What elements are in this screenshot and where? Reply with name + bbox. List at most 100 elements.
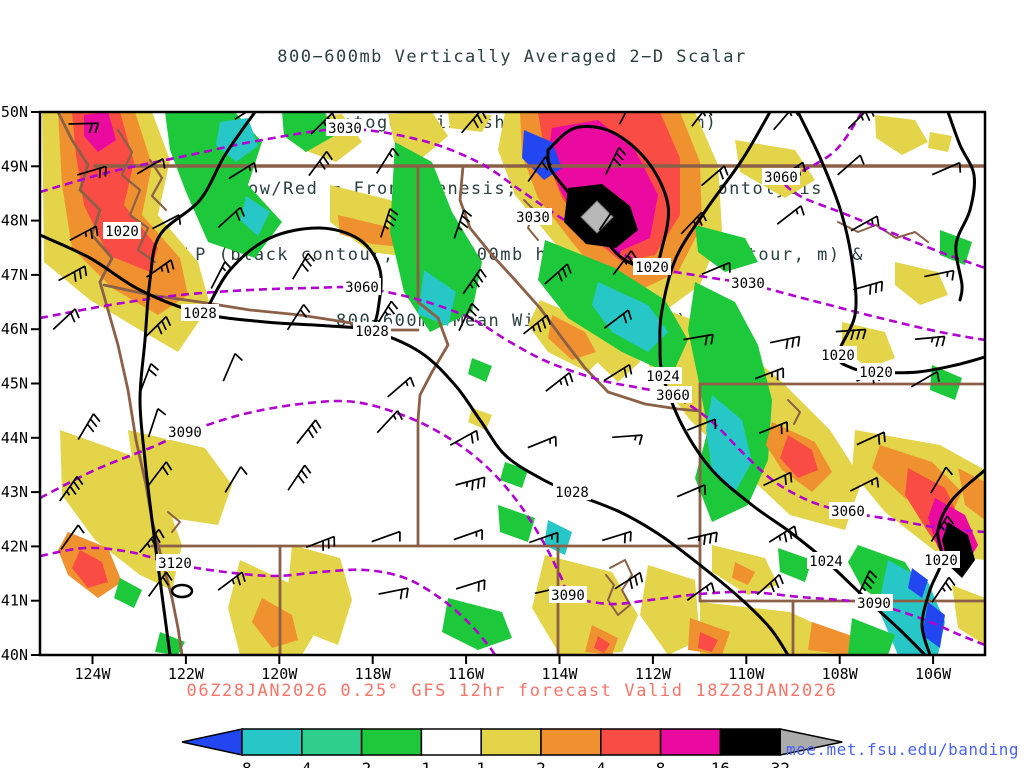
- wind-barb: [217, 206, 246, 229]
- wind-barb: [768, 525, 798, 543]
- colorbar-segment: [420, 728, 482, 756]
- wind-barb: [222, 352, 243, 382]
- colorbar-tick-label: 8: [656, 759, 666, 768]
- lat-tick-label: 50N: [1, 103, 28, 121]
- height-contour-label-box: [343, 278, 381, 295]
- wind-barb: [612, 250, 638, 276]
- shaded-region: [240, 196, 270, 236]
- wind-barb: [224, 466, 248, 493]
- wind-barb: [756, 574, 784, 596]
- wind-barb: [305, 535, 336, 551]
- wind-barb: [139, 363, 160, 393]
- state-border: [167, 511, 181, 533]
- lon-tick-label: 122W: [168, 665, 205, 683]
- lat-tick-label: 40N: [1, 646, 28, 664]
- shaded-region: [952, 585, 985, 645]
- wind-barb: [59, 475, 84, 502]
- mslp-contour-label: 1020: [924, 553, 958, 569]
- wind-barb: [460, 112, 487, 134]
- wind-barb: [602, 530, 632, 544]
- shaded-region: [875, 115, 928, 155]
- wind-barb: [455, 579, 486, 592]
- wind-barb: [375, 147, 400, 174]
- shaded-region: [114, 578, 142, 608]
- lon-tick-label: 106W: [915, 665, 952, 683]
- height-contour-label: 3060: [656, 388, 690, 404]
- colorbar-segment: [301, 728, 363, 756]
- state-border: [116, 128, 157, 264]
- wind-barb: [287, 464, 312, 491]
- wind-barb: [773, 112, 799, 131]
- colorbar-segment: [480, 728, 542, 756]
- wind-barb: [687, 531, 718, 546]
- shaded-region: [84, 112, 116, 152]
- colorbar-tick-label: 16: [711, 759, 730, 768]
- wind-barb: [544, 263, 572, 285]
- wind-barb: [371, 530, 401, 543]
- shaded-region: [695, 225, 758, 272]
- height-contour: [40, 127, 985, 342]
- shaded-region: [418, 270, 456, 326]
- colorbar-segment: [659, 728, 722, 756]
- height-contour-label-box: [855, 594, 893, 611]
- wind-barb: [455, 476, 486, 491]
- shaded-region: [548, 315, 596, 360]
- credit-link[interactable]: moe.met.fsu.edu/banding: [785, 740, 1019, 759]
- mslp-contour: [946, 112, 976, 302]
- mslp-contour-label: 1020: [635, 260, 669, 276]
- height-contour: [40, 285, 985, 534]
- mslp-contour: [203, 226, 383, 333]
- height-contour-label-box: [166, 423, 204, 440]
- wind-barb: [228, 161, 258, 180]
- closed-contour-oval: [170, 583, 194, 599]
- wind-barb: [618, 112, 627, 125]
- mslp-contour-label: 1024: [809, 554, 843, 570]
- title-line-1: 800−600mb Vertically Averaged 2−D Scalar: [277, 47, 747, 67]
- wind-barb: [686, 582, 716, 602]
- height-contour-label: 3030: [731, 276, 765, 292]
- shaded-region: [848, 618, 895, 655]
- wind-barb: [379, 208, 399, 238]
- mslp-contour-label: 1028: [555, 485, 589, 501]
- wind-barb: [603, 363, 633, 382]
- wind-barb: [763, 471, 793, 487]
- mslp-contour-label-box: [633, 258, 671, 275]
- wind-barb: [210, 261, 233, 289]
- wind-barb: [683, 333, 714, 346]
- shaded-region: [778, 548, 812, 582]
- state-border: [787, 399, 801, 425]
- wind-barb: [835, 328, 867, 341]
- mslp-contour-label-box: [857, 363, 895, 380]
- wind-barb: [769, 335, 801, 350]
- wind-barb: [523, 314, 552, 335]
- wind-barb: [296, 419, 322, 444]
- mslp-contour-label-box: [644, 367, 682, 384]
- shaded-region: [498, 505, 535, 542]
- wind-barb: [458, 302, 480, 331]
- shaded-region: [922, 602, 945, 648]
- wind-barb: [147, 571, 173, 597]
- wind-barb: [529, 531, 559, 544]
- wind-barb: [598, 204, 623, 231]
- state-border: [605, 559, 633, 616]
- wind-barb: [850, 215, 880, 232]
- mslp-contour-label-box: [103, 222, 141, 239]
- lat-tick-label: 45N: [1, 375, 28, 393]
- wind-barb: [914, 335, 946, 347]
- wind-barb: [676, 484, 707, 498]
- shaded-region: [500, 462, 528, 488]
- colorbar-segment: [719, 728, 781, 756]
- wind-barb: [910, 371, 940, 388]
- mslp-contour-label-box: [819, 346, 857, 363]
- height-contour-label-box: [156, 554, 194, 571]
- wind-barb: [930, 515, 955, 542]
- wind-barb: [144, 316, 172, 339]
- wind-barb: [931, 576, 956, 603]
- lon-tick-label: 114W: [541, 665, 578, 683]
- mslp-contour-label-box: [922, 551, 960, 568]
- wind-barb: [680, 211, 708, 235]
- wind-barb: [754, 367, 785, 381]
- lat-tick-label: 44N: [1, 429, 28, 447]
- wind-barb: [849, 476, 880, 492]
- height-contour-label: 3060: [831, 504, 865, 520]
